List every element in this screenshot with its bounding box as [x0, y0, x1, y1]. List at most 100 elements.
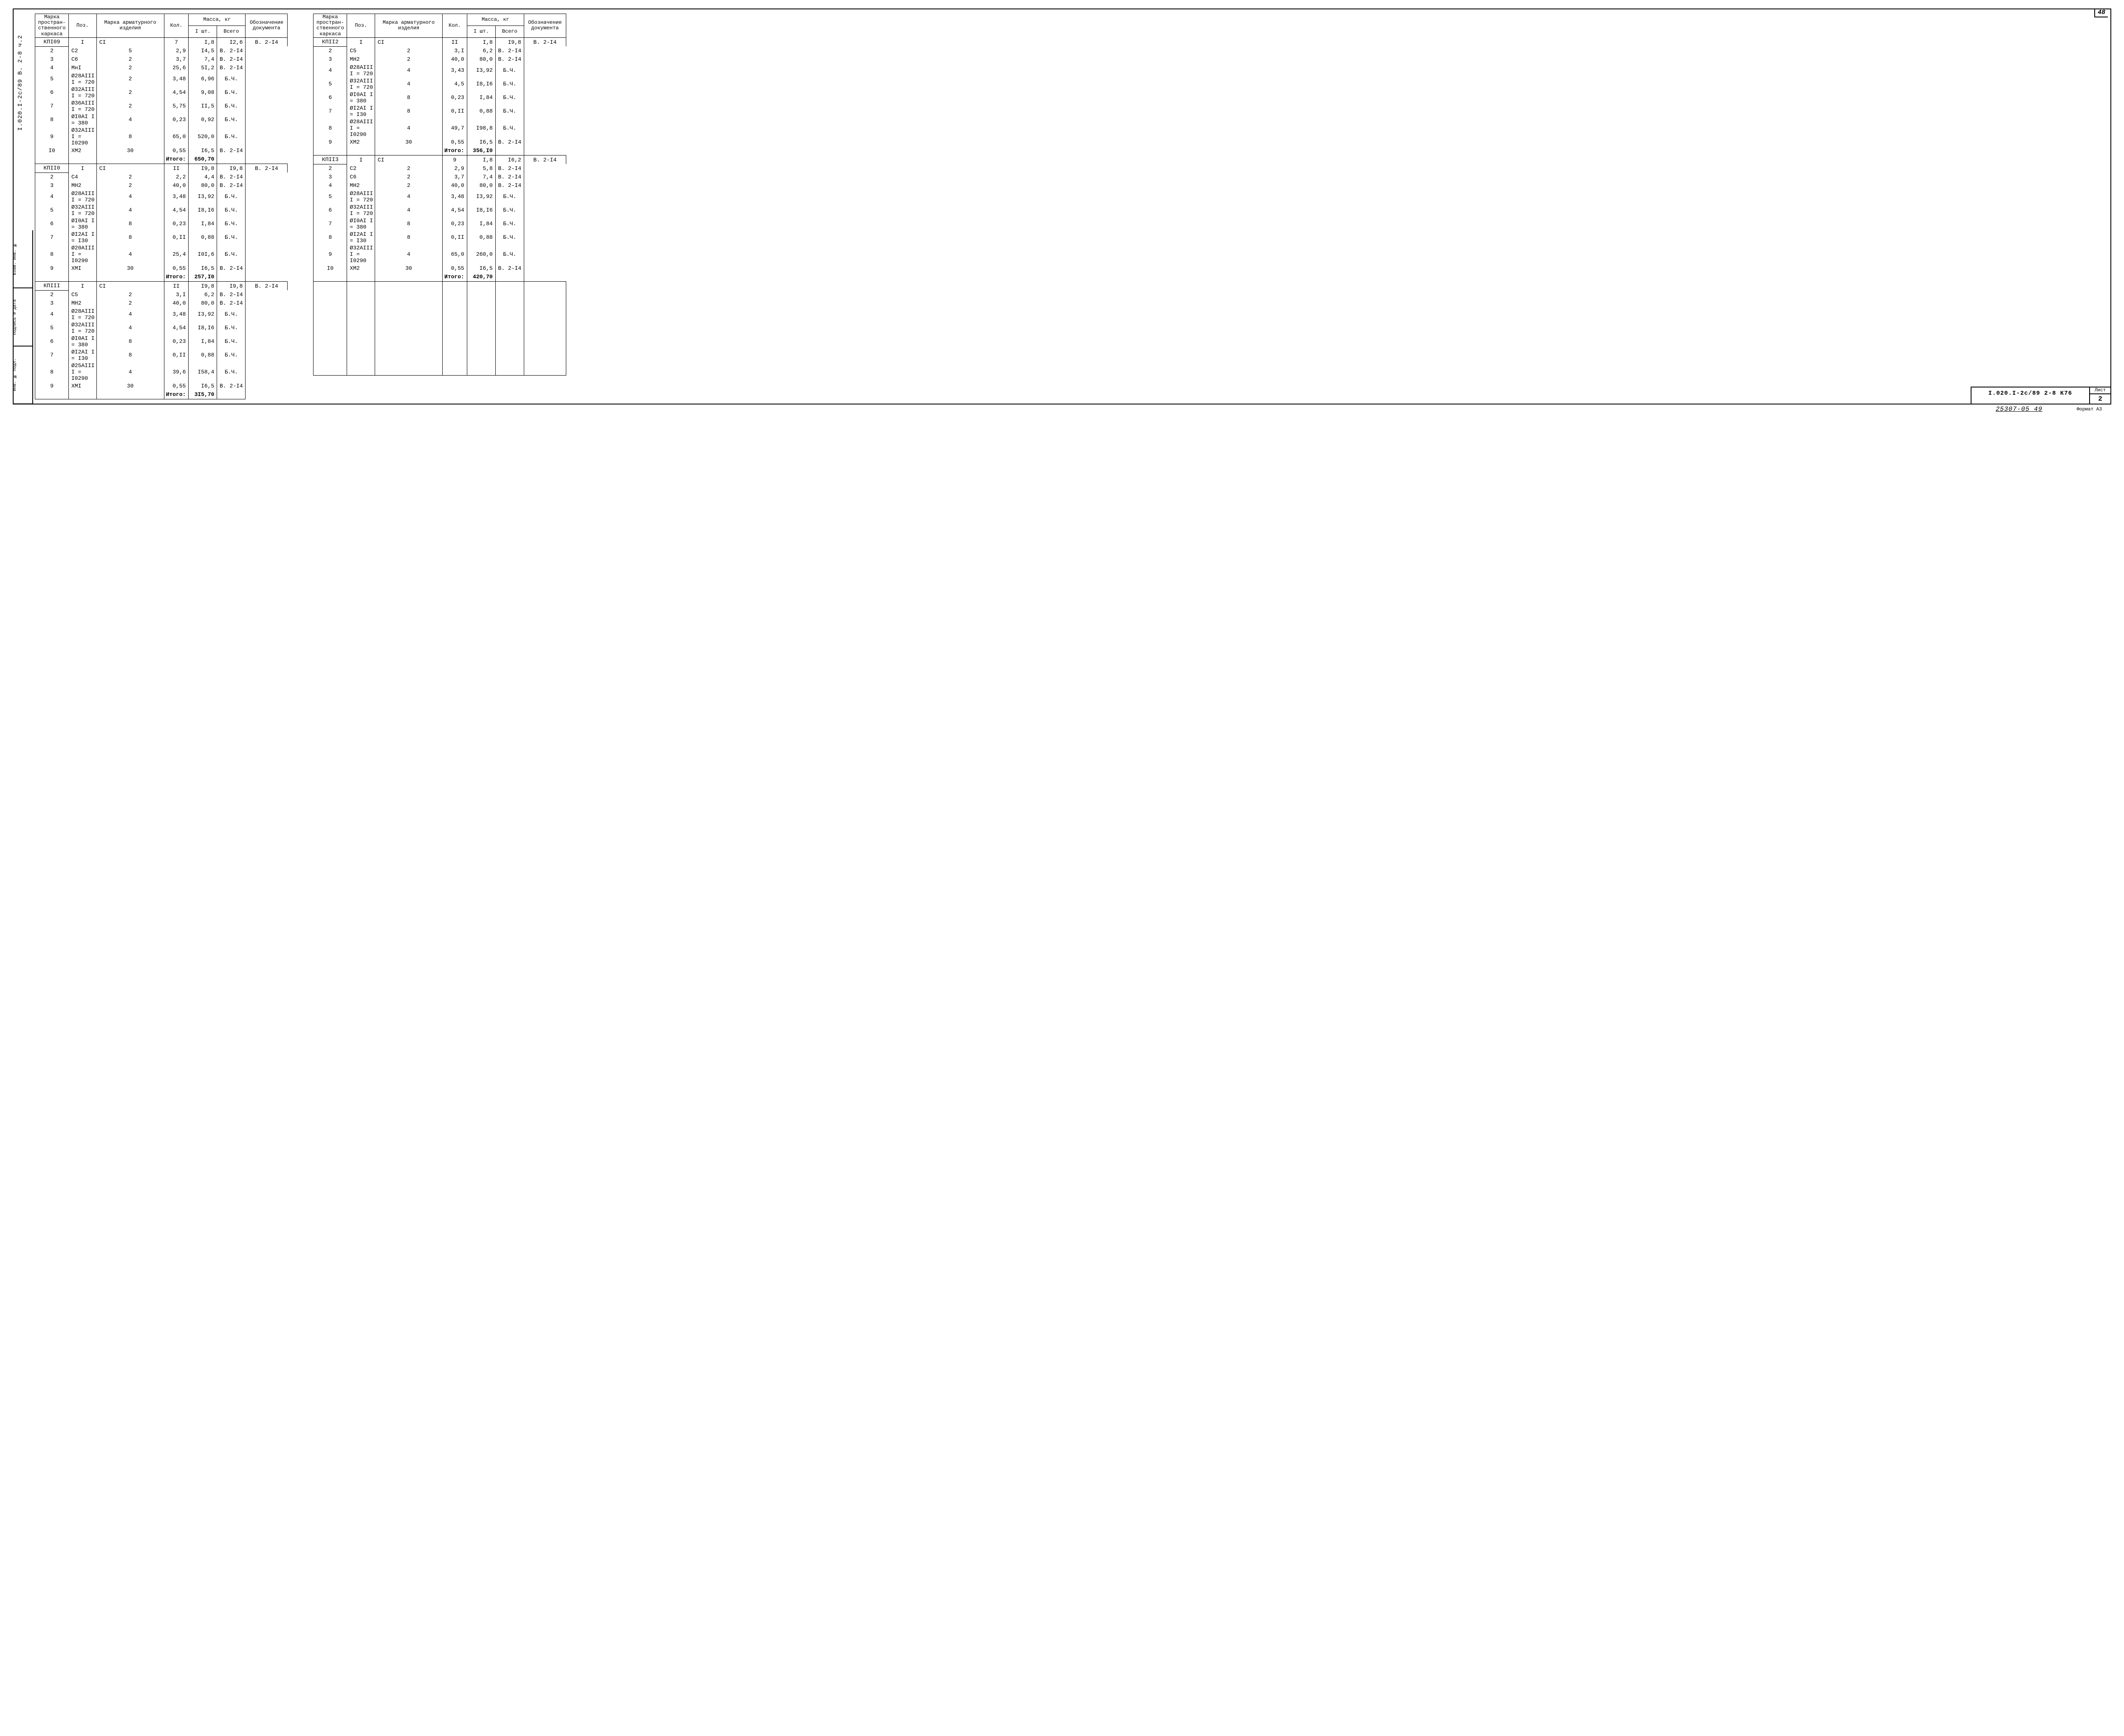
cell-m1: I,8 — [467, 155, 495, 164]
spec-row: 6ØI0АI I = 38080,23I,84Б.Ч. — [314, 91, 566, 105]
cell-m2: I6,5 — [189, 264, 217, 273]
empty-row — [314, 350, 566, 358]
cell-poz: I — [347, 155, 375, 164]
empty-row — [314, 341, 566, 350]
cell-m2: 9,08 — [189, 86, 217, 99]
cell-m2: 80,0 — [189, 299, 217, 308]
cell-kol: 5 — [96, 46, 164, 55]
th-poz: Поз. — [347, 14, 375, 38]
cell-m1: 25,4 — [164, 244, 189, 264]
cell-m1: 4,5 — [443, 77, 467, 91]
cell-m1: 3,I — [443, 46, 467, 55]
cell-m2: I6,5 — [467, 264, 495, 273]
cell-poz: 3 — [35, 55, 69, 64]
spec-row: 6Ø32АIII I = 72024,549,08Б.Ч. — [35, 86, 288, 99]
cell-m1: 65,0 — [164, 127, 189, 147]
cell-m2: I3,92 — [189, 190, 217, 204]
cell-doc: Б.Ч. — [217, 244, 246, 264]
cell-arm: Ø28АIII I = 720 — [69, 308, 97, 321]
cell-arm: Ø28АIII I = 720 — [69, 190, 97, 204]
cell-arm: ØI2АI I = I30 — [347, 105, 375, 118]
spec-row: 4Ø28АIII I = 72043,43I3,92Б.Ч. — [314, 64, 566, 77]
cell-m1: 3,48 — [164, 190, 189, 204]
th-doc: Обозначение документа — [246, 14, 288, 38]
total-row: Итого:356,I0 — [314, 147, 566, 156]
page-number: 48 — [2094, 8, 2108, 17]
cell-mark: КПII3 — [314, 155, 347, 164]
spec-row: 7ØI0АI I = 38080,23I,84Б.Ч. — [314, 217, 566, 231]
cell-doc: Б.Ч. — [217, 99, 246, 113]
cell-doc: Б.Ч. — [217, 217, 246, 231]
spec-row: 6Ø32АIII I = 72044,54I8,I6Б.Ч. — [314, 204, 566, 217]
side-drawing-code: I.020.I-2с/89 В. 2-8 ч.2 — [17, 35, 24, 131]
cell-m2: I0I,6 — [189, 244, 217, 264]
spec-row: 3МН2240,080,0В. 2-I4 — [35, 181, 288, 190]
spec-row: I0ХМ2300,55I6,5В. 2-I4 — [35, 147, 288, 155]
cell-m1: 40,0 — [164, 299, 189, 308]
cell-m2: I6,5 — [189, 147, 217, 155]
cell-doc: Б.Ч. — [217, 72, 246, 86]
cell-kol: 30 — [375, 264, 443, 273]
cell-arm: Ø25АIII I = I0290 — [69, 362, 97, 382]
cell-doc: В. 2-I4 — [495, 173, 524, 181]
cell-mark: КПII2 — [314, 37, 347, 46]
cell-m2: I3,92 — [467, 64, 495, 77]
cell-doc: Б.Ч. — [217, 362, 246, 382]
th-marka: Марка простран-ственного каркаса — [35, 14, 69, 38]
cell-doc: Б.Ч. — [495, 190, 524, 204]
cell-m2: 6,2 — [189, 290, 217, 299]
cell-poz: 7 — [314, 105, 347, 118]
cell-kol: 4 — [375, 118, 443, 138]
cell-m1: 3,7 — [164, 55, 189, 64]
cell-arm: ØI0АI I = 380 — [347, 91, 375, 105]
spec-row: КПI09IСI7I,8I2,6В. 2-I4 — [35, 37, 288, 46]
cell-poz: 4 — [314, 181, 347, 190]
cell-m1: 40,0 — [164, 181, 189, 190]
th-kol: Кол. — [443, 14, 467, 38]
cell-m1: 0,23 — [443, 217, 467, 231]
cell-kol: 2 — [375, 173, 443, 181]
cell-doc: В. 2-I4 — [495, 264, 524, 273]
cell-m1: 3,48 — [443, 190, 467, 204]
cell-itogo-label: Итого: — [164, 155, 189, 164]
cell-m2: I8,I6 — [189, 321, 217, 335]
cell-m2: 0,88 — [467, 231, 495, 244]
spec-row: 3С623,77,4В. 2-I4 — [314, 173, 566, 181]
spec-row: 2С422,24,4В. 2-I4 — [35, 172, 288, 181]
cell-itogo-value: 257,I0 — [189, 273, 217, 282]
cell-m2: I,84 — [189, 335, 217, 348]
cell-mark: КПIII — [35, 281, 69, 290]
cell-doc: В. 2-I4 — [246, 164, 288, 172]
spec-row: 3МН2240,080,0В. 2-I4 — [35, 299, 288, 308]
th-m-all: Всего — [495, 25, 524, 37]
cell-kol: 4 — [375, 190, 443, 204]
empty-row — [314, 358, 566, 367]
cell-kol: 4 — [96, 190, 164, 204]
cell-kol: 8 — [375, 91, 443, 105]
cell-doc: Б.Ч. — [495, 91, 524, 105]
cell-arm: МН2 — [347, 55, 375, 64]
total-row: Итого:420,70 — [314, 273, 566, 282]
spec-row: 6ØI0АI I = 38080,23I,84Б.Ч. — [35, 335, 288, 348]
cell-m2: 520,0 — [189, 127, 217, 147]
cell-arm: Ø32АIII I = I0290 — [69, 127, 97, 147]
cell-m2: I6,2 — [495, 155, 524, 164]
cell-doc: Б.Ч. — [495, 217, 524, 231]
cell-poz: 9 — [314, 138, 347, 147]
cell-mark: КПII0 — [35, 164, 69, 172]
cell-kol: 8 — [96, 335, 164, 348]
cell-kol: 4 — [375, 64, 443, 77]
cell-m1: I,8 — [189, 37, 217, 46]
cell-kol: 2 — [96, 55, 164, 64]
cell-poz: 5 — [35, 204, 69, 217]
cell-poz: 3 — [314, 55, 347, 64]
spec-row: 7ØI2АI I = I3080,II0,88Б.Ч. — [314, 105, 566, 118]
cell-kol: 30 — [375, 138, 443, 147]
revision-side-boxes: Взам. инв. № Подпись и дата Инв. № подл. — [13, 230, 33, 404]
cell-m2: 5,8 — [467, 164, 495, 173]
th-massa: Масса, кг — [189, 14, 246, 26]
cell-doc: В. 2-I4 — [524, 155, 566, 164]
cell-kol: 7 — [164, 37, 189, 46]
cell-kol: 2 — [96, 86, 164, 99]
cell-poz: 8 — [314, 118, 347, 138]
